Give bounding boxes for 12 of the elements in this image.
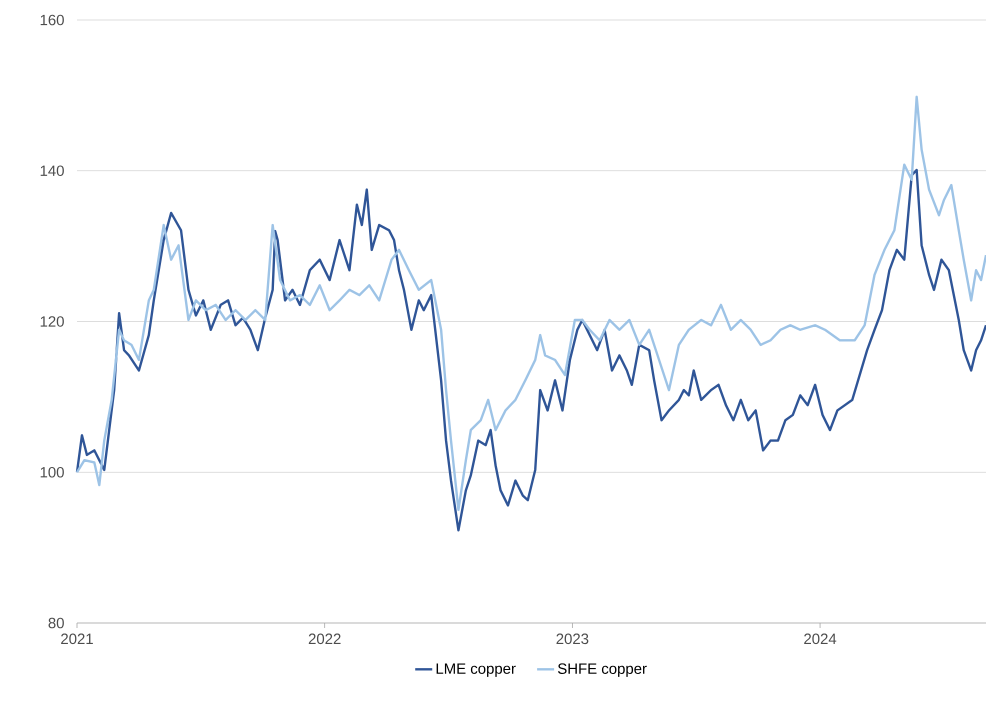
x-tick-label: 2023 [556, 634, 588, 644]
y-tick-label: 80 [48, 618, 64, 628]
y-tick-label: 100 [40, 466, 64, 478]
legend-label: SHFE copper [558, 663, 647, 677]
x-tick-label: 2021 [61, 634, 93, 644]
x-tick-label: 2024 [804, 634, 836, 644]
y-tick-label: 140 [40, 165, 64, 176]
y-tick-label: 120 [40, 316, 64, 327]
y-tick-label: 160 [40, 14, 64, 26]
legend-label: LME copper [436, 663, 516, 677]
line-series [76, 96, 986, 512]
x-tick-label: 2022 [308, 634, 341, 644]
